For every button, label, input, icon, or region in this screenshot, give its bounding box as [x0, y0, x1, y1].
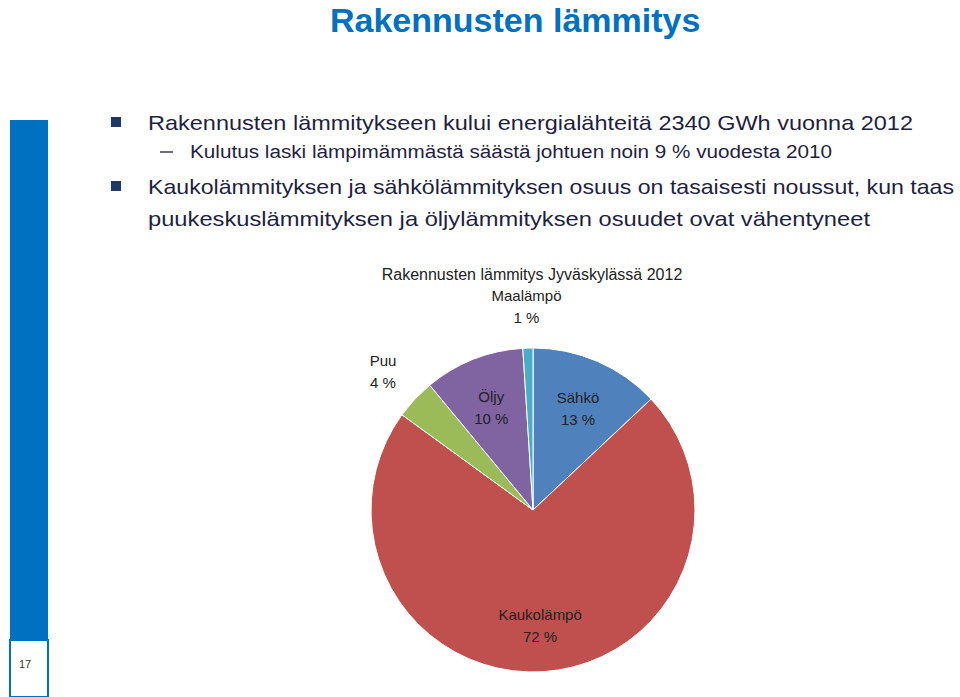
slide: 17 Rakennusten lämmitys Rakennusten lämmit… [0, 0, 960, 697]
slice-value-label: 1 % [514, 309, 540, 326]
bullet-marker [111, 117, 121, 127]
chart-title: Rakennusten lämmitys Jyväskylässä 2012 [382, 266, 683, 283]
slices [371, 348, 695, 672]
slice-value-label: 72 % [523, 628, 557, 645]
slice-category-label: Puu [370, 352, 397, 369]
bullet-text: Rakennusten lämmitykseen kului energialä… [148, 111, 913, 134]
slice-category-label: Maalämpö [492, 287, 562, 304]
pie-slice [523, 348, 533, 510]
sub-bullet-marker [160, 151, 173, 152]
slice-category-label: Kaukolämpö [498, 606, 581, 623]
pie-chart: Rakennusten lämmitys Jyväskylässä 2012 Sä… [370, 266, 695, 672]
page-number: 17 [19, 658, 31, 670]
slice-value-label: 10 % [474, 410, 508, 427]
slice-value-label: 13 % [561, 411, 595, 428]
bullet-marker [111, 181, 121, 191]
labels: Sähkö 13 % Kaukolämpö 72 % Puu 4 % Öljy 10 % Maa… [370, 287, 600, 645]
bullet-text: Kaukolämmityksen ja sähkölämmityksen osu… [148, 175, 954, 198]
pie-slice [430, 348, 533, 510]
slice-category-label: Öljy [478, 388, 504, 405]
slide-title: Rakennusten lämmitys [330, 1, 700, 39]
sub-bullet-text: Kulutus laski lämpimämmästä säästä johtu… [190, 142, 832, 162]
page-number-box [10, 640, 48, 697]
slice-value-label: 4 % [370, 374, 396, 391]
page-number-frame [10, 640, 48, 697]
slice-category-label: Sähkö [557, 389, 600, 406]
side-bar [10, 120, 48, 697]
bullet-text: puukeskuslämmityksen ja öljylämmityksen … [148, 207, 870, 230]
